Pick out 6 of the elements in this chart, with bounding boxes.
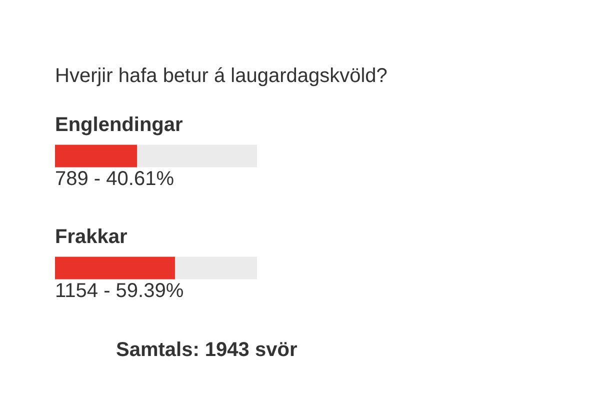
data-label: 789 - 40.61% xyxy=(55,168,174,190)
chart-title: Hverjir hafa betur á laugardagskvöld? xyxy=(55,65,388,87)
y-tick-label: Englendingar xyxy=(55,114,183,136)
text: Samtals: 1943 svör xyxy=(116,339,298,361)
y-tick-label: Frakkar xyxy=(55,226,128,248)
data-label: 1154 - 59.39% xyxy=(55,280,184,302)
